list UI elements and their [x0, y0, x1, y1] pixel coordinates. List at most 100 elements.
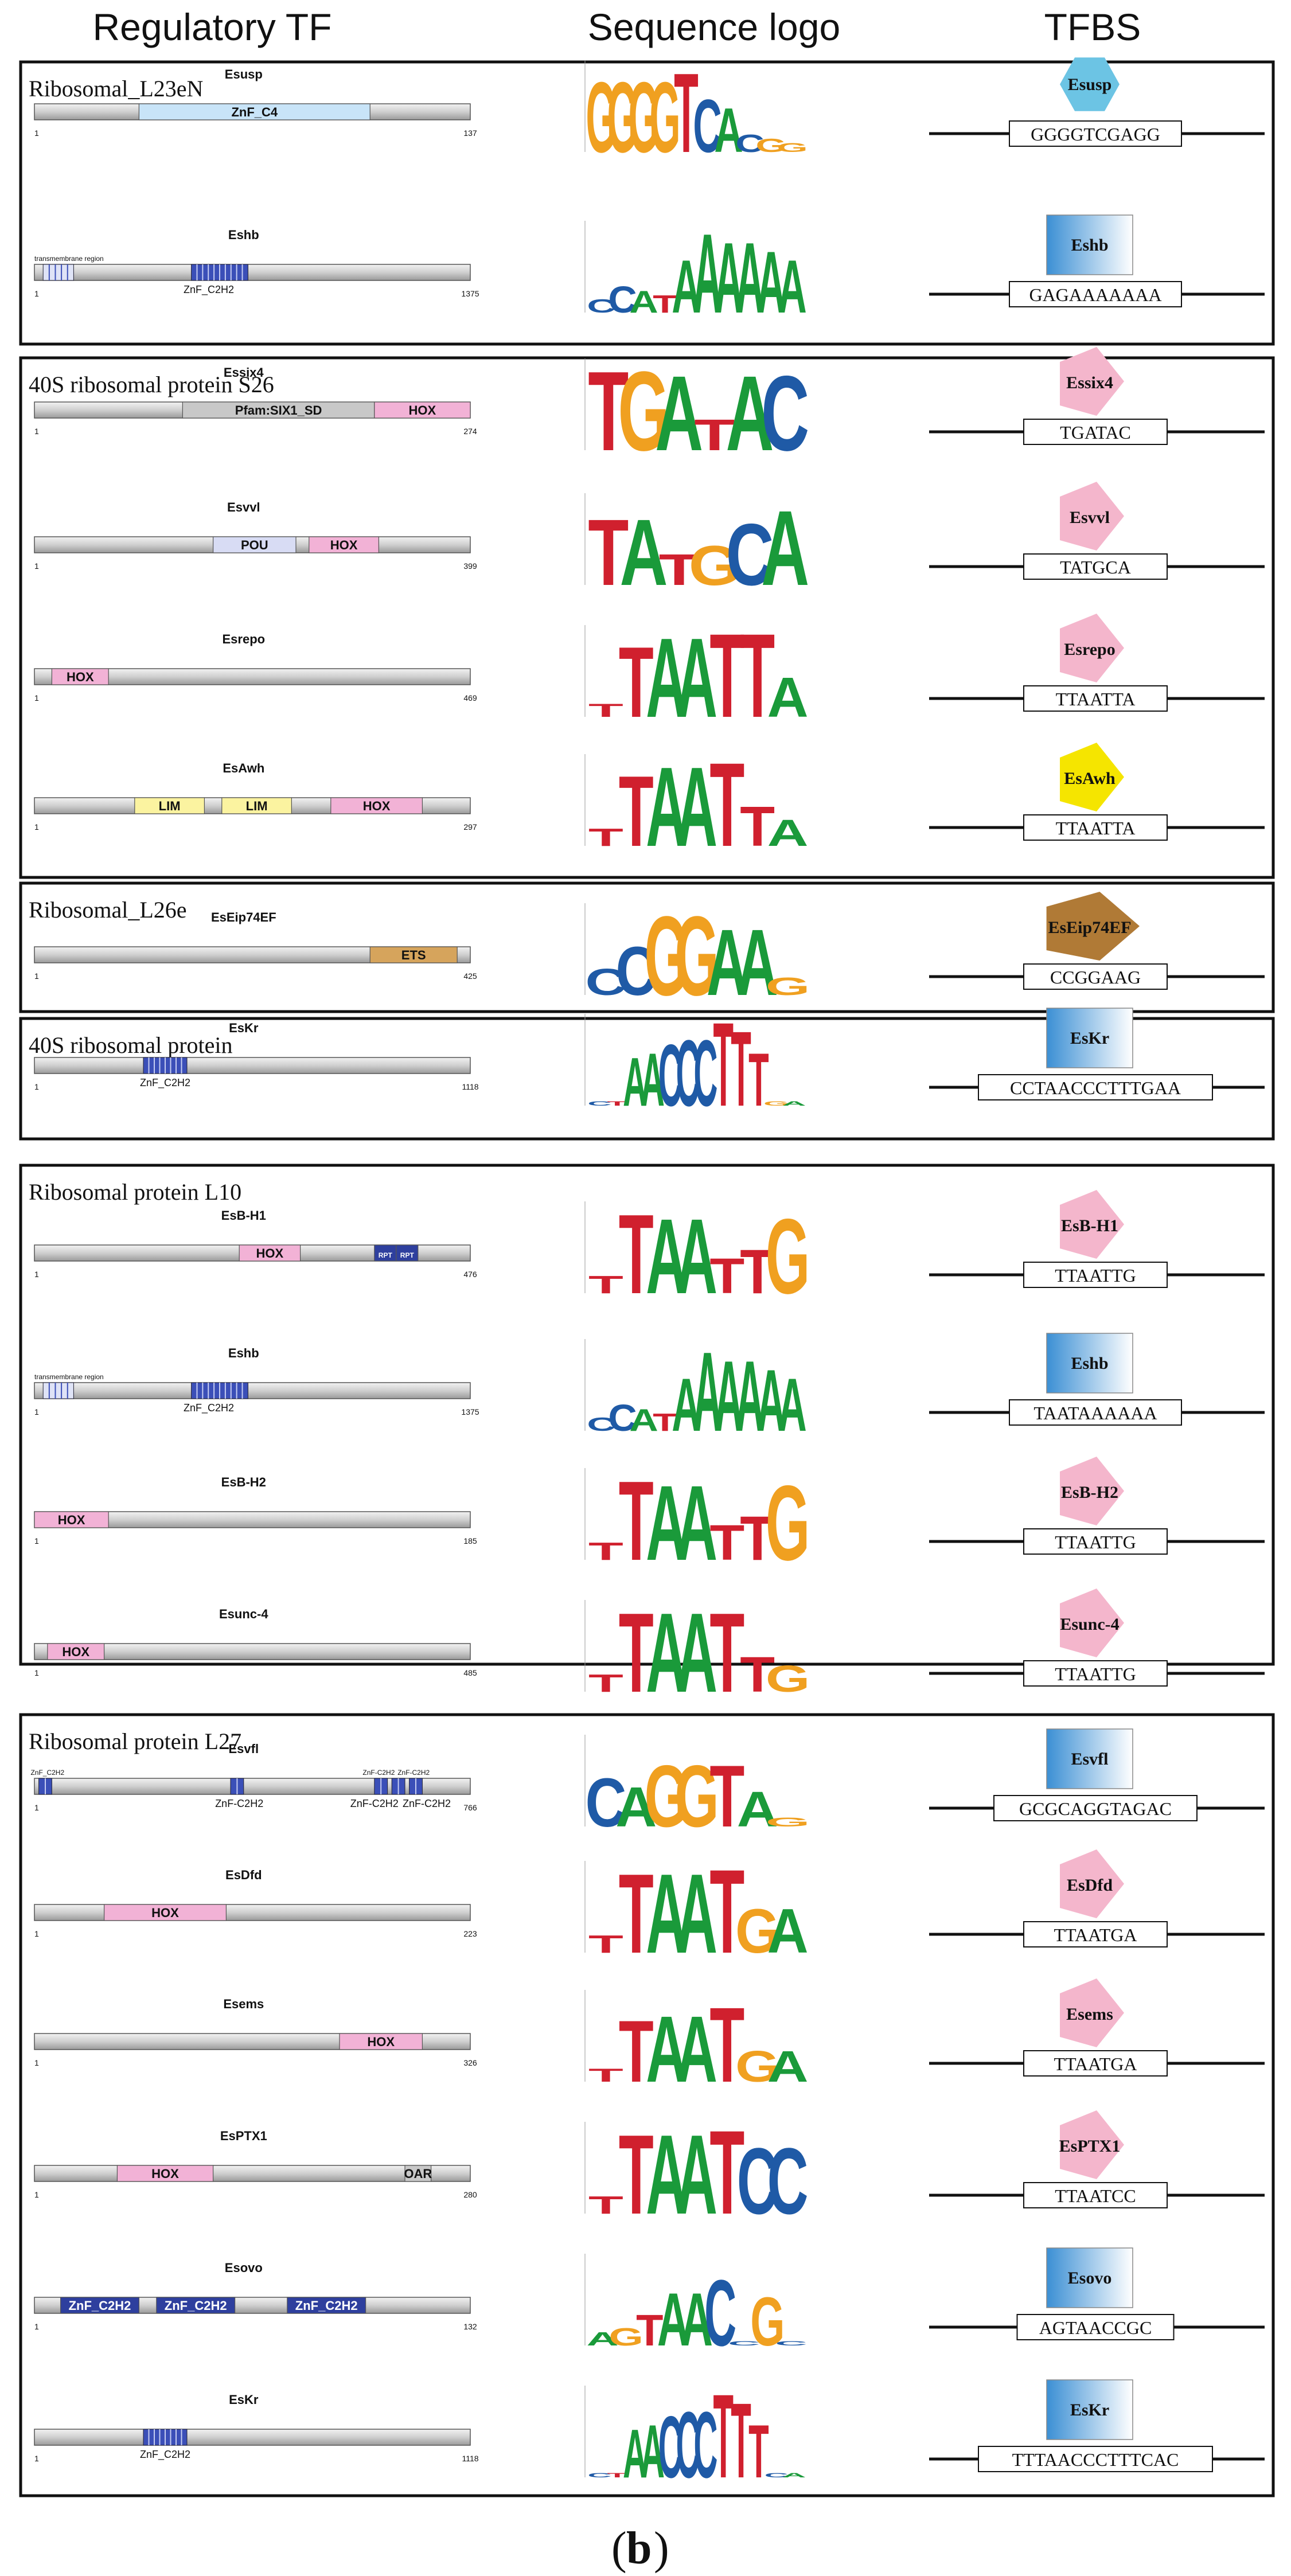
logo-letter: G: [618, 348, 669, 475]
group-title: Ribosomal protein L27: [29, 1728, 241, 1754]
protein-domain: [309, 536, 379, 553]
tfbs-marker: EsAwh: [1060, 743, 1124, 811]
protein-bar: [34, 1057, 471, 1074]
tfbs-site-sequence: CCTAACCCTTTGAA: [1010, 1078, 1181, 1098]
logo-letter: C: [767, 2128, 809, 2234]
domain-label: HOX: [67, 670, 94, 684]
transmembrane-label: transmembrane region: [34, 1373, 104, 1381]
logo-letter: A: [676, 2112, 717, 2238]
protein-domain: [287, 2297, 366, 2314]
protein-bar: [34, 2165, 471, 2182]
logo-letter: T: [709, 1248, 744, 1304]
tf-name: EsAwh: [223, 761, 264, 775]
protein-domain: [51, 668, 109, 685]
logo-letter: A: [672, 1364, 700, 1447]
tfbs-site-sequence: TAATAAAAAA: [1033, 1403, 1157, 1423]
logo-letter: A: [672, 245, 700, 329]
sequence-logo: TTAATTA: [584, 608, 809, 743]
tfbs-marker-label: Esovo: [1068, 2269, 1112, 2288]
logo-letter: T: [653, 290, 677, 318]
tfbs-marker-label: EsKr: [1070, 2401, 1109, 2419]
logo-letter: A: [767, 666, 809, 729]
protein-domain: [374, 401, 471, 419]
tfbs-site-box: [1009, 120, 1182, 147]
tfbs-marker: Esovo: [1046, 2247, 1133, 2308]
domain-label: ZnF_C2H2: [140, 2449, 190, 2461]
tf-name: EsEip74EF: [211, 910, 276, 924]
domain-label: Pfam:SIX1_SD: [235, 403, 322, 417]
logo-letter: A: [646, 1851, 687, 1977]
logo-letter: T: [709, 1985, 744, 2105]
domain-label: HOX: [363, 799, 391, 813]
logo-letter: G: [609, 2323, 643, 2351]
group-frame: [19, 60, 1275, 346]
tfbs-site-box: [1023, 814, 1168, 841]
tf-name: EsKr: [229, 2392, 259, 2407]
tf-row: Essix4 Pfam:SIX1_SD HOX 1 274 TGATAC Essix4 TGA…: [34, 347, 1265, 475]
logo-letter: T: [748, 1037, 769, 1122]
bar-length-label: 469: [463, 693, 477, 702]
logo-letter: T: [709, 2105, 744, 2239]
tf-name: EsB-H2: [221, 1475, 266, 1489]
logo-letter: C: [775, 2340, 807, 2347]
domain-label: ZnF_C2H2: [140, 1077, 190, 1089]
logo-letter: C: [765, 2472, 789, 2479]
logo-letter: G: [628, 61, 659, 174]
logo-letter: G: [607, 61, 638, 174]
protein-bar: [34, 1904, 471, 1921]
logo-letter: C: [587, 2472, 611, 2479]
panel-label: ( b ): [611, 2523, 669, 2574]
logo-letter: A: [778, 245, 806, 329]
logo-letter: A: [693, 211, 721, 337]
logo-letter: G: [735, 1896, 780, 1966]
logo-letter: G: [674, 893, 719, 1020]
logo-letter: C: [735, 130, 764, 158]
logo-letter: T: [709, 1515, 744, 1571]
domain-label: ZnF-C2H2: [362, 1769, 395, 1777]
logo-letter: A: [735, 1340, 764, 1453]
domain-label: POU: [241, 538, 268, 552]
logo-letter: A: [676, 1463, 717, 1583]
tfbs-site-box: [1023, 963, 1168, 990]
logo-letter: C: [737, 2128, 778, 2234]
sequence-logo: TTAATGA: [584, 1985, 809, 2105]
logo-letter: A: [778, 1364, 806, 1447]
svg-text:(: (: [611, 2523, 627, 2574]
tfbs-site-box: [1009, 1399, 1182, 1426]
tf-name: EsDfd: [225, 1868, 262, 1882]
tfbs-site-sequence: TTAATTG: [1055, 1664, 1136, 1684]
bar-start-label: 1: [34, 2190, 39, 2199]
domain-label: OAR: [404, 2167, 432, 2181]
logo-letter: T: [588, 823, 623, 852]
tfbs-marker: Eshb: [1046, 214, 1133, 275]
protein-domain: [104, 1904, 227, 1921]
group-frame: [19, 1164, 1275, 1666]
group-title: Ribosomal_L26e: [29, 897, 187, 923]
logo-letter: G: [750, 2284, 785, 2360]
logo-letter: A: [623, 1044, 647, 1121]
logo-letter: T: [588, 1930, 623, 1958]
bar-length-label: 137: [463, 128, 477, 138]
logo-letter: A: [623, 2415, 647, 2493]
logo-letter: T: [674, 50, 699, 177]
bar-length-label: 485: [463, 1668, 477, 1677]
bar-start-label: 1: [34, 971, 39, 981]
sequence-logo: TTAATTG: [584, 1458, 810, 1584]
logo-letter: C: [693, 85, 721, 169]
tf-name: EsB-H1: [221, 1208, 266, 1223]
header-sequence-logo: Sequence logo: [588, 6, 840, 48]
logo-letter: T: [709, 608, 744, 742]
tfbs-site-sequence: GCGCAGGTAGAC: [1019, 1798, 1172, 1819]
logo-letter: T: [588, 2064, 623, 2086]
logo-letter: A: [693, 1329, 721, 1455]
logo-letter: A: [615, 1775, 657, 1839]
logo-letter: A: [646, 615, 687, 741]
tfbs-marker-label: Esvvl: [1070, 508, 1110, 527]
protein-domain: [156, 2297, 236, 2314]
logo-letter: C: [587, 1414, 615, 1435]
header-tfbs: TFBS: [1044, 6, 1141, 48]
